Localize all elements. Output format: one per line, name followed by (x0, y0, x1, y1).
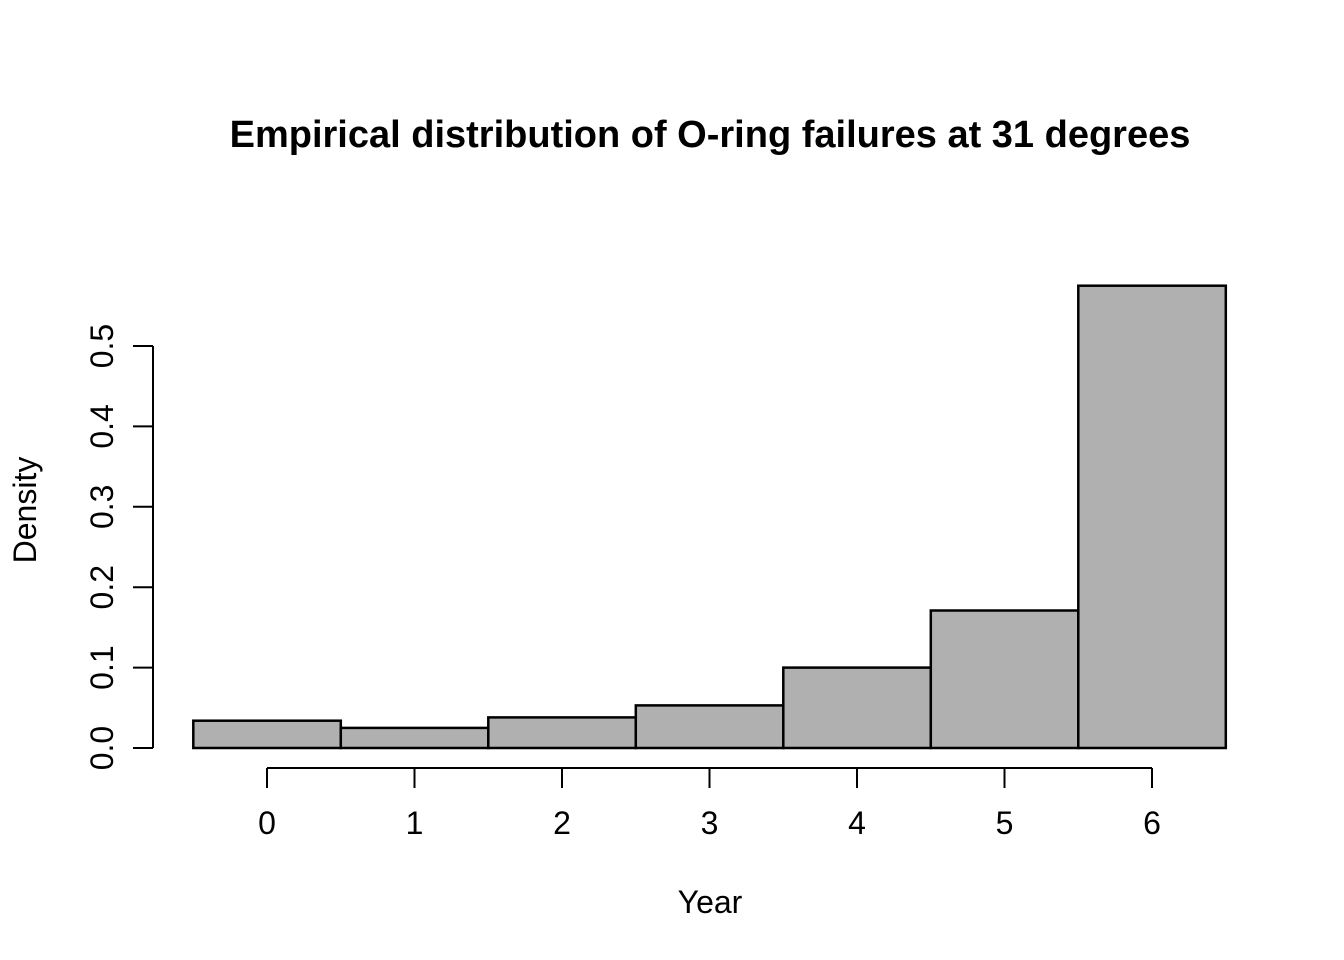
histogram-bar (634, 704, 785, 750)
x-tick-label: 6 (1143, 805, 1161, 841)
histogram-bar (192, 719, 343, 750)
y-tick-label: 0.0 (84, 726, 120, 770)
y-tick-label: 0.3 (84, 485, 120, 529)
y-tick-label: 0.5 (84, 324, 120, 368)
histogram-bar (339, 726, 490, 750)
x-tick-label: 4 (848, 805, 866, 841)
y-tick-label: 0.1 (84, 645, 120, 689)
y-axis-title: Density (7, 457, 43, 564)
x-tick-label: 0 (258, 805, 276, 841)
histogram-bar (782, 666, 933, 750)
chart-title: Empirical distribution of O-ring failure… (229, 114, 1191, 156)
histogram-bars (192, 284, 1228, 750)
histogram-bar (487, 716, 638, 750)
y-axis: 0.0 0.1 0.2 0.3 0.4 0.5 (84, 324, 154, 770)
x-tick-label: 2 (553, 805, 571, 841)
x-tick-label: 1 (406, 805, 424, 841)
x-tick-label: 3 (701, 805, 719, 841)
x-axis: 0 1 2 3 4 5 6 (258, 767, 1161, 841)
y-tick-label: 0.2 (84, 565, 120, 609)
x-tick-label: 5 (996, 805, 1014, 841)
histogram-bar (929, 609, 1080, 750)
histogram-bar (1077, 284, 1228, 750)
x-axis-title: Year (677, 884, 743, 920)
y-tick-label: 0.4 (84, 404, 120, 448)
